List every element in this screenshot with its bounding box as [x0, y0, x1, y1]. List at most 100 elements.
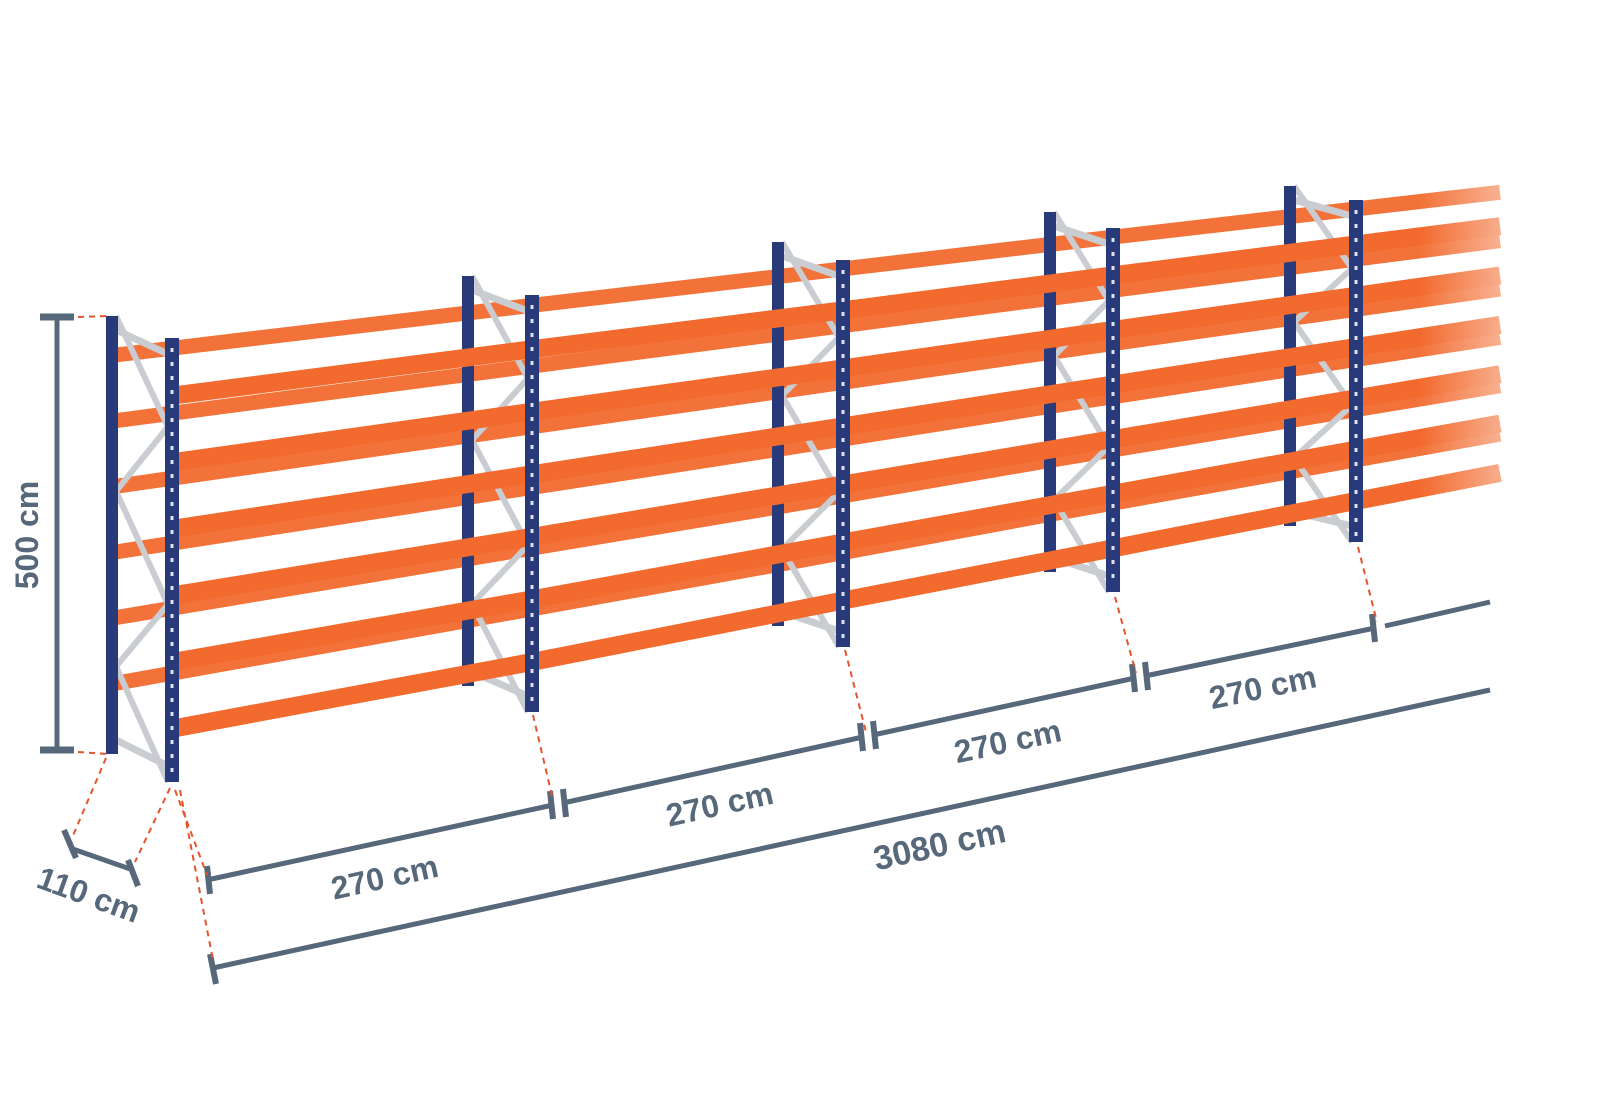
bay-dimension-line: [872, 675, 1136, 738]
upright-hole: [1354, 294, 1358, 298]
upright-hole: [530, 627, 534, 631]
upright-hole: [170, 712, 174, 716]
upright-hole: [530, 473, 534, 477]
guide-line: [71, 757, 107, 839]
depth-tick: [61, 828, 79, 860]
back-beam: [110, 426, 1502, 692]
upright-hole: [841, 354, 845, 358]
bay-tick: [1142, 661, 1151, 691]
upright-hole: [530, 515, 534, 519]
bay-width-label-3: 270 cm: [951, 712, 1065, 770]
upright-hole: [530, 599, 534, 603]
upright-hole: [1111, 490, 1115, 494]
upright-hole: [841, 536, 845, 540]
upright-hole: [841, 550, 845, 554]
upright-hole: [170, 600, 174, 604]
upright-hole: [530, 613, 534, 617]
frame-brace: [1051, 444, 1112, 503]
upright-hole: [841, 466, 845, 470]
upright-hole: [1354, 476, 1358, 480]
upright-hole: [530, 697, 534, 701]
upright-hole: [170, 740, 174, 744]
frame-brace: [1051, 354, 1112, 448]
frame-brace: [114, 326, 170, 358]
upright-hole: [1111, 364, 1115, 368]
upright-hole: [530, 375, 534, 379]
guide-line: [844, 649, 867, 733]
upright-hole: [1354, 280, 1358, 284]
frame-brace: [780, 252, 841, 280]
upright-hole: [1111, 574, 1115, 578]
upright-hole: [1111, 406, 1115, 410]
upright-hole: [1111, 448, 1115, 452]
front-beam: [170, 464, 1502, 738]
frame-brace: [1293, 196, 1353, 220]
upright-hole: [841, 592, 845, 596]
bay-dimension-line: [1384, 599, 1491, 629]
upright-hole: [170, 418, 174, 422]
bay-dimension-line: [562, 734, 864, 806]
upright-hole: [841, 298, 845, 302]
upright-hole: [1111, 266, 1115, 270]
front-beam: [170, 266, 1502, 472]
front-upright: [1349, 200, 1363, 542]
upright-hole: [1354, 224, 1358, 228]
guide-line: [77, 315, 109, 318]
back-upright: [106, 316, 118, 754]
upright-hole: [530, 501, 534, 505]
upright-hole: [170, 726, 174, 730]
upright-hole: [530, 543, 534, 547]
upright-hole: [170, 684, 174, 688]
upright-hole: [841, 382, 845, 386]
upright-hole: [1111, 532, 1115, 536]
dimension-lines: [40, 313, 1491, 985]
front-beam: [170, 365, 1502, 605]
upright-hole: [1354, 378, 1358, 382]
upright-hole: [841, 634, 845, 638]
frame-brace: [469, 438, 531, 547]
guide-line: [134, 787, 171, 863]
guide-line: [174, 789, 208, 876]
upright-hole: [1111, 350, 1115, 354]
upright-hole: [1354, 490, 1358, 494]
upright-hole: [1111, 434, 1115, 438]
total-tick: [207, 953, 219, 985]
frame-brace: [113, 602, 171, 669]
upright-hole: [1354, 532, 1358, 536]
upright-hole: [841, 326, 845, 330]
upright-hole: [170, 572, 174, 576]
upright-hole: [170, 390, 174, 394]
upright-hole: [530, 585, 534, 589]
frame-brace: [1291, 402, 1355, 461]
upright-hole: [841, 606, 845, 610]
bay-tick: [1369, 613, 1378, 643]
upright-hole: [530, 403, 534, 407]
upright-hole: [170, 376, 174, 380]
upright-hole: [1354, 448, 1358, 452]
upright-hole: [841, 480, 845, 484]
front-beam: [170, 217, 1502, 405]
upright-hole: [1354, 504, 1358, 508]
frame-brace: [1052, 222, 1111, 248]
upright-hole: [1354, 518, 1358, 522]
guide-line: [532, 714, 554, 801]
front-beam: [170, 315, 1502, 538]
bay-width-label-1: 270 cm: [328, 848, 442, 907]
upright-hole: [530, 431, 534, 435]
upright-hole: [1111, 560, 1115, 564]
upright-hole: [1354, 252, 1358, 256]
upright-hole: [170, 558, 174, 562]
upright-hole: [1111, 280, 1115, 284]
upright-hole: [1111, 462, 1115, 466]
bay-tick: [1129, 663, 1138, 693]
upright-hole: [1111, 518, 1115, 522]
upright-hole: [170, 474, 174, 478]
upright-hole: [841, 620, 845, 624]
back-beam: [111, 233, 1501, 429]
upright-hole: [170, 642, 174, 646]
upright-hole: [1354, 406, 1358, 410]
upright-hole: [530, 361, 534, 365]
upright-hole: [841, 270, 845, 274]
pallet-rack: [106, 184, 1502, 784]
